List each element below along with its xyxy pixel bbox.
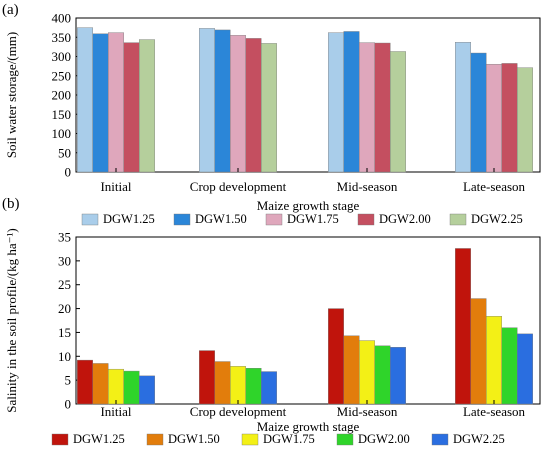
bar-dgw2-00-initial (123, 42, 140, 173)
legend-label-dgw2-25: DGW2.25 (471, 212, 523, 226)
legend: DGW1.25 DGW1.50 DGW1.75 DGW2.00 DGW2.25 (51, 432, 505, 446)
bar-dgw1-75-crop-development (230, 366, 246, 405)
legend-swatch-dgw1-25 (51, 433, 69, 446)
legend-swatch-dgw2-25 (431, 433, 449, 446)
plot-frame (75, 236, 541, 405)
bar-dgw1-75-mid-season (359, 340, 375, 405)
bar-dgw2-25-initial (139, 375, 155, 405)
bar-dgw2-00-crop-development (245, 368, 262, 405)
bar-dgw1-75-late-season (486, 316, 502, 405)
y-tick-label: 250 (52, 68, 72, 83)
x-axis-label: Maize growth stage (257, 198, 360, 213)
x-tick-label-crop-development: Crop development (190, 179, 287, 194)
legend-swatch-dgw1-50 (146, 433, 164, 446)
x-tick-label-late-season: Late-season (463, 404, 526, 419)
legend-swatch-dgw2-00 (357, 213, 375, 226)
legend-label-dgw2-00: DGW2.00 (379, 212, 431, 226)
legend-label-dgw1-25: DGW1.25 (73, 432, 125, 446)
bar-dgw1-25-mid-season (328, 308, 344, 405)
bar-dgw1-50-initial (92, 33, 109, 173)
y-tick-label: 0 (65, 165, 72, 180)
legend-label-dgw1-50: DGW1.50 (195, 212, 247, 226)
bar-dgw2-00-late-season (501, 327, 518, 405)
legend: DGW1.25 DGW1.50 DGW1.75 DGW2.00 DGW2.25 (81, 212, 523, 226)
chart-panel-0: 0 50 100 150 200 250 300 350 400 Initial Crop deve… (2, 2, 541, 226)
y-tick-label: 350 (52, 30, 72, 45)
bar-dgw1-25-crop-development (199, 28, 215, 173)
bar-dgw2-00-initial (123, 370, 140, 405)
y-tick-label: 30 (58, 253, 71, 268)
legend-swatch-dgw1-25 (81, 213, 99, 226)
y-tick-label: 300 (52, 49, 72, 64)
legend-label-dgw1-25: DGW1.25 (103, 212, 155, 226)
bar-dgw1-75-initial (108, 32, 124, 173)
y-tick-label: 5 (65, 373, 72, 388)
bar-dgw2-25-late-season (517, 333, 533, 405)
y-tick-label: 200 (52, 88, 72, 103)
bar-dgw2-25-crop-development (261, 43, 277, 173)
bar-dgw1-75-mid-season (359, 42, 375, 173)
legend-swatch-dgw2-00 (336, 433, 354, 446)
bar-dgw2-00-late-season (501, 63, 518, 173)
bar-dgw2-25-late-season (517, 67, 533, 173)
x-tick-label-mid-season: Mid-season (337, 179, 398, 194)
legend-label-dgw1-50: DGW1.50 (168, 432, 220, 446)
legend-label-dgw2-00: DGW2.00 (358, 432, 410, 446)
y-tick-label: 20 (58, 301, 71, 316)
bar-dgw1-75-crop-development (230, 35, 246, 173)
bar-dgw1-50-initial (92, 363, 109, 405)
legend-swatch-dgw2-25 (449, 213, 467, 226)
bar-dgw1-50-late-season (470, 298, 487, 405)
bar-dgw2-25-mid-season (390, 347, 406, 405)
panel-label: (a) (2, 2, 19, 18)
bar-dgw2-25-crop-development (261, 371, 277, 405)
y-axis-label: Salinity in the soil profile/(kg ha⁻¹) (4, 228, 19, 412)
bar-dgw1-75-initial (108, 368, 124, 405)
bar-dgw1-75-late-season (486, 63, 502, 173)
legend-swatch-dgw1-75 (265, 213, 283, 226)
bar-dgw2-00-mid-season (374, 42, 391, 173)
y-tick-label: 400 (52, 11, 72, 26)
y-tick-label: 15 (58, 325, 71, 340)
bar-dgw2-25-initial (139, 39, 155, 173)
x-tick-label-crop-development: Crop development (190, 404, 287, 419)
legend-label-dgw2-25: DGW2.25 (453, 432, 505, 446)
bar-dgw1-25-late-season (455, 42, 471, 173)
bar-dgw1-50-mid-season (343, 31, 360, 173)
bar-dgw1-50-crop-development (214, 29, 231, 173)
legend-label-dgw1-75: DGW1.75 (263, 432, 315, 446)
bar-dgw1-50-crop-development (214, 361, 231, 405)
y-tick-label: 10 (58, 349, 71, 364)
bar-dgw2-00-mid-season (374, 345, 391, 405)
x-tick-label-initial: Initial (100, 404, 131, 419)
x-axis-label: Maize growth stage (257, 419, 360, 434)
y-tick-label: 25 (58, 277, 71, 292)
bar-dgw1-25-initial (77, 359, 93, 405)
chart-panel-1: 0 5 10 15 20 25 30 35 Initial Crop development Mid… (2, 196, 541, 446)
y-tick-label: 0 (65, 397, 72, 412)
panel-label: (b) (2, 196, 20, 212)
y-axis-label: Soil water storage/(mm) (4, 32, 19, 158)
y-tick-label: 50 (58, 145, 71, 160)
bar-dgw1-25-mid-season (328, 32, 344, 173)
bar-dgw2-00-crop-development (245, 38, 262, 173)
bar-dgw1-50-late-season (470, 52, 487, 173)
bar-dgw1-50-mid-season (343, 335, 360, 405)
x-tick-label-late-season: Late-season (463, 179, 526, 194)
legend-swatch-dgw1-75 (241, 433, 259, 446)
x-tick-label-mid-season: Mid-season (337, 404, 398, 419)
y-tick-label: 100 (52, 126, 72, 141)
legend-label-dgw1-75: DGW1.75 (287, 212, 339, 226)
bar-dgw1-25-crop-development (199, 350, 215, 405)
bar-dgw1-25-late-season (455, 248, 471, 405)
legend-swatch-dgw1-50 (173, 213, 191, 226)
x-tick-label-initial: Initial (100, 179, 131, 194)
bar-dgw2-25-mid-season (390, 51, 406, 173)
bar-dgw1-25-initial (77, 27, 93, 173)
y-tick-label: 35 (58, 230, 71, 245)
y-tick-label: 150 (52, 107, 72, 122)
